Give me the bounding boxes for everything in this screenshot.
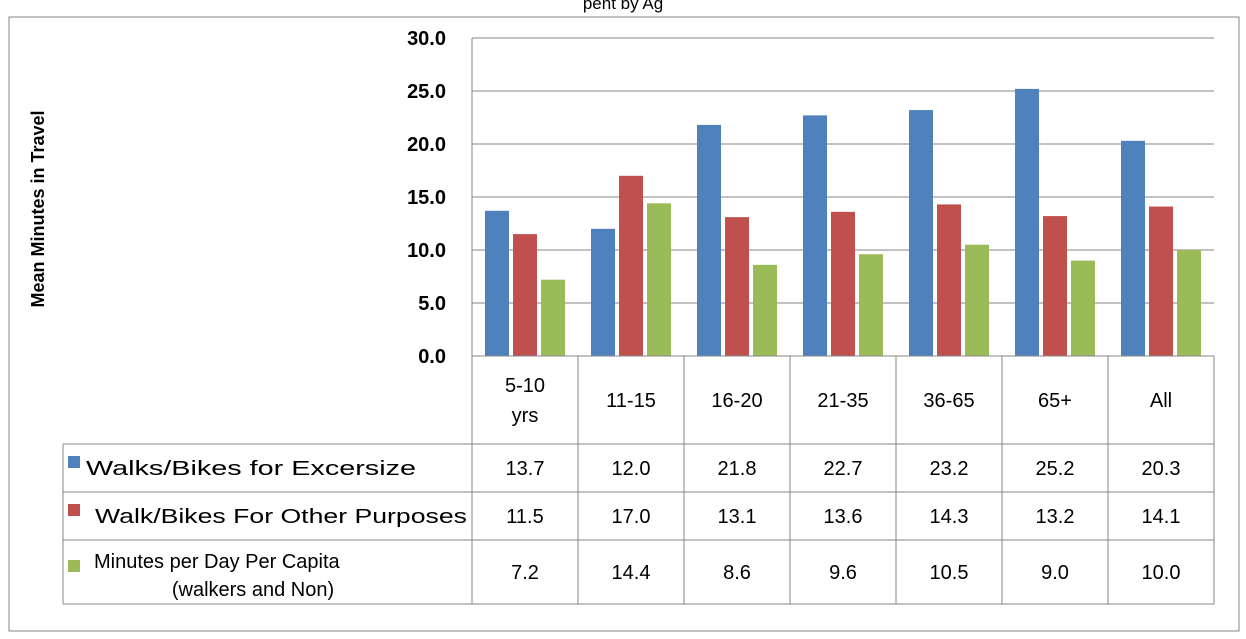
- data-label-series2: 14.1: [1142, 506, 1181, 528]
- x-category-label: 11-15: [606, 390, 656, 412]
- bar-series2-16-20: [725, 217, 749, 356]
- data-label-series3: 14.4: [612, 562, 651, 584]
- y-tick-label: 15.0: [407, 187, 446, 209]
- bar-series2-11-15: [619, 175, 643, 356]
- legend-key-series1: [68, 456, 80, 468]
- data-label-series2: 11.5: [506, 506, 543, 528]
- data-label-series3: 9.0: [1041, 562, 1069, 584]
- bar-series3-65+: [1071, 260, 1095, 356]
- x-category-label: 5-10: [505, 375, 545, 397]
- y-tick-label: 0.0: [418, 346, 446, 368]
- y-tick-label: 25.0: [407, 81, 446, 103]
- legend-label-series1: Walks/Bikes for Excersize: [86, 458, 416, 480]
- data-label-series1: 21.8: [718, 458, 757, 480]
- bar-series3-16-20: [753, 264, 777, 356]
- chart-frame: [8, 16, 1240, 632]
- data-label-series3: 9.6: [829, 562, 857, 584]
- y-tick-label: 20.0: [407, 134, 446, 156]
- data-label-series1: 25.2: [1036, 458, 1075, 480]
- data-label-series3: 8.6: [723, 562, 751, 584]
- bar-series2-21-35: [831, 211, 855, 356]
- bar-series3-36-65: [965, 244, 989, 356]
- bar-series1-65+: [1015, 88, 1039, 356]
- data-label-series2: 13.1: [718, 506, 757, 528]
- bar-series1-All: [1121, 140, 1145, 356]
- bar-series2-65+: [1043, 216, 1067, 356]
- bar-series1-21-35: [803, 115, 827, 356]
- partial-title: pent by Ag: [582, 0, 664, 13]
- y-tick-label: 10.0: [407, 240, 446, 262]
- data-label-series1: 20.3: [1142, 458, 1181, 480]
- y-tick-label: 5.0: [418, 293, 446, 315]
- legend-label-series2: Walk/Bikes For Other Purposes: [95, 506, 467, 528]
- data-label-series2: 13.2: [1036, 506, 1075, 528]
- bar-series1-16-20: [697, 124, 721, 356]
- data-label-series3: 7.2: [511, 562, 539, 584]
- x-category-label: 65+: [1038, 390, 1072, 412]
- legend-label-series3-line2: (walkers and Non): [172, 579, 334, 601]
- data-label-series1: 23.2: [930, 458, 969, 480]
- bar-series3-All: [1177, 250, 1201, 356]
- bar-series3-11-15: [647, 203, 671, 356]
- x-category-label: All: [1150, 390, 1172, 412]
- bar-series1-11-15: [591, 228, 615, 356]
- x-category-label: 36-65: [923, 390, 974, 412]
- bar-series3-21-35: [859, 254, 883, 356]
- bar-series2-36-65: [937, 204, 961, 356]
- data-label-series2: 13.6: [824, 506, 863, 528]
- data-label-series1: 12.0: [612, 458, 651, 480]
- legend-key-series3: [68, 560, 80, 572]
- legend-key-series2: [68, 504, 80, 516]
- data-label-series3: 10.5: [930, 562, 969, 584]
- y-tick-label: 30.0: [407, 28, 446, 50]
- bar-series2-5-10-yrs: [513, 234, 537, 356]
- x-category-label: 21-35: [817, 390, 868, 412]
- legend-label-series3: Minutes per Day Per Capita: [94, 551, 341, 573]
- bar-series1-36-65: [909, 110, 933, 356]
- y-axis-label: Mean Minutes in Travel: [28, 110, 48, 307]
- x-category-label: yrs: [512, 405, 539, 427]
- data-label-series1: 13.7: [506, 458, 545, 480]
- data-label-series1: 22.7: [824, 458, 863, 480]
- bar-series2-All: [1149, 206, 1173, 356]
- x-category-label: 16-20: [711, 390, 762, 412]
- bar-series1-5-10-yrs: [485, 210, 509, 356]
- data-label-series3: 10.0: [1142, 562, 1181, 584]
- bar-series3-5-10-yrs: [541, 279, 565, 356]
- data-label-series2: 14.3: [930, 506, 969, 528]
- data-label-series2: 17.0: [612, 506, 651, 528]
